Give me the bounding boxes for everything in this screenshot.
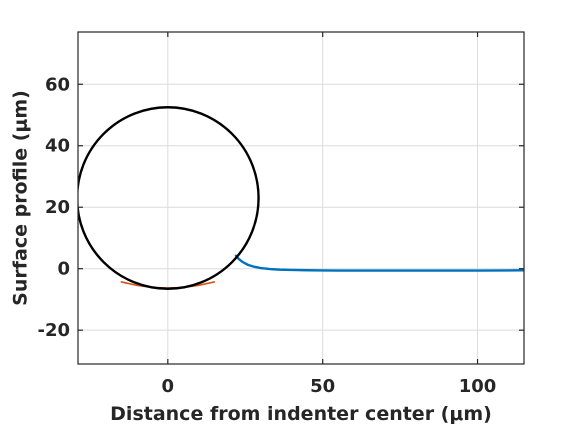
- y-tick-label: 0: [57, 259, 70, 280]
- y-tick-label: 20: [45, 197, 70, 218]
- y-tick-label: -20: [37, 320, 70, 341]
- clipped-plot: [78, 106, 524, 290]
- axes-frame: [77, 31, 525, 365]
- plot-area: [78, 106, 524, 290]
- y-tick-label: 40: [45, 136, 70, 157]
- x-tick-label: 100: [459, 376, 497, 397]
- x-axis-label: Distance from indenter center (μm): [110, 403, 492, 424]
- y-axis-label: Surface profile (μm): [10, 90, 32, 306]
- tick-labels: 0 50 100 -20 0 20 40 60: [37, 74, 496, 397]
- x-tick-label: 50: [310, 376, 335, 397]
- axis-ticks: [78, 32, 524, 364]
- y-tick-label: 60: [45, 74, 70, 95]
- indenter-circle: [78, 106, 260, 290]
- grid: [78, 32, 524, 364]
- series-line-profile: [234, 254, 524, 272]
- x-tick-label: 0: [162, 376, 175, 397]
